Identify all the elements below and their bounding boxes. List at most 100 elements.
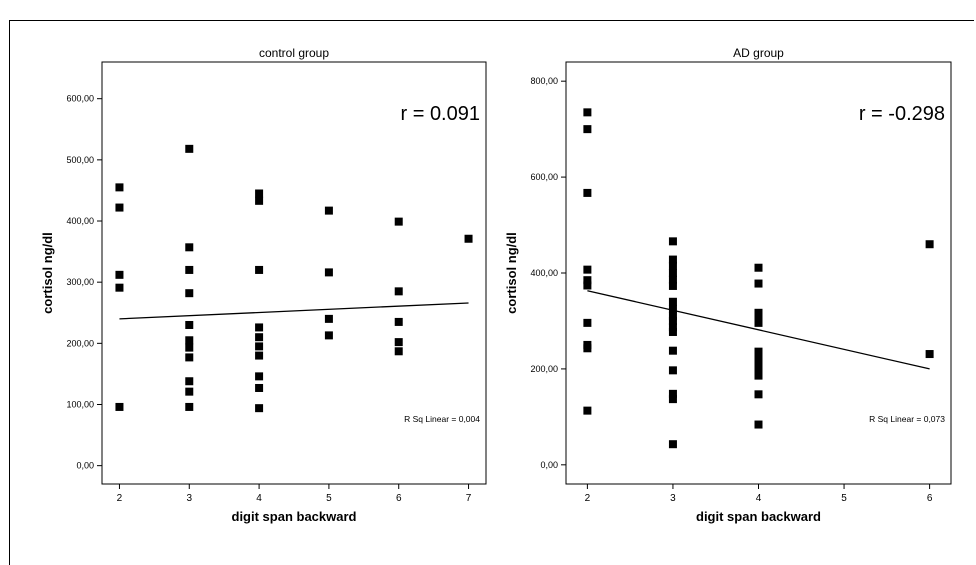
data-point (668, 255, 677, 264)
data-point (668, 316, 677, 325)
data-point (324, 331, 333, 340)
x-tick-label: 3 (670, 493, 676, 504)
chart-panel-1: control group 0,00 100,00 200,00 300,00 400,0… (40, 46, 487, 524)
data-point (754, 347, 763, 356)
data-point (754, 353, 763, 362)
data-point (324, 268, 333, 277)
data-point (115, 203, 124, 212)
data-point (185, 144, 194, 153)
data-point (583, 344, 592, 353)
data-point (324, 206, 333, 215)
data-point (754, 279, 763, 288)
data-point (754, 263, 763, 272)
y-tick-label: 200,00 (530, 364, 558, 374)
data-point (668, 275, 677, 284)
data-point (668, 312, 677, 321)
data-point (185, 353, 194, 362)
y-axis-label: cortisol ng/dl (40, 232, 55, 314)
data-point (185, 243, 194, 252)
x-tick-label: 7 (466, 493, 472, 504)
data-point (583, 265, 592, 274)
x-tick-label: 6 (927, 493, 933, 504)
data-point (583, 108, 592, 117)
data-point (185, 320, 194, 329)
data-point (754, 361, 763, 370)
data-point (583, 281, 592, 290)
data-point (754, 318, 763, 327)
x-tick-label: 6 (396, 493, 402, 504)
regression-line (587, 290, 930, 370)
data-point (185, 343, 194, 352)
data-point (925, 350, 934, 359)
data-point (668, 269, 677, 277)
x-tick-label: 5 (326, 493, 332, 504)
data-point (583, 318, 592, 327)
data-point (115, 183, 124, 192)
x-tick-label: 2 (585, 493, 591, 504)
y-tick-label: 400,00 (66, 216, 94, 226)
data-point (668, 389, 677, 398)
data-point (668, 366, 677, 375)
data-point (255, 323, 264, 332)
data-point (925, 240, 934, 249)
data-point (754, 420, 763, 429)
data-point (668, 281, 677, 290)
data-point (668, 327, 677, 336)
data-point (754, 390, 763, 399)
x-tick-label: 3 (186, 493, 192, 504)
correlation-annotation: r = -0.298 (859, 103, 945, 125)
rsq-label: R Sq Linear = 0,004 (404, 414, 480, 424)
data-point (115, 402, 124, 411)
x-axis-label: digit span backward (232, 509, 357, 524)
correlation-annotation: r = 0.091 (400, 103, 480, 125)
data-point (255, 342, 264, 351)
data-point (464, 234, 473, 243)
data-point (255, 404, 264, 413)
data-point (754, 371, 763, 380)
y-tick-label: 800,00 (530, 76, 558, 86)
data-point (583, 406, 592, 415)
data-point (115, 283, 124, 292)
data-point (668, 395, 677, 404)
y-tick-label: 100,00 (66, 399, 94, 409)
data-point (583, 276, 592, 285)
y-axis-label: cortisol ng/dl (504, 232, 519, 314)
y-tick-label: 500,00 (66, 155, 94, 165)
data-point (394, 317, 403, 326)
data-point (185, 387, 194, 396)
y-tick-label: 600,00 (530, 172, 558, 182)
rsq-label: R Sq Linear = 0,073 (869, 414, 945, 424)
data-point (324, 314, 333, 323)
data-point (255, 383, 264, 392)
data-point (668, 297, 677, 306)
data-point (185, 289, 194, 298)
plot-area (565, 61, 952, 485)
data-point (394, 347, 403, 356)
data-point (185, 265, 194, 274)
data-point (668, 304, 677, 313)
chart-title: AD group (733, 46, 784, 60)
data-point (668, 237, 677, 246)
data-point (255, 196, 264, 205)
y-tick-label: 300,00 (66, 277, 94, 287)
y-tick-label: 0,00 (540, 460, 558, 470)
data-point (668, 440, 677, 449)
data-point (754, 366, 763, 375)
data-point (394, 287, 403, 296)
data-point (583, 188, 592, 197)
data-point (394, 338, 403, 347)
y-tick-label: 400,00 (530, 268, 558, 278)
data-point (255, 189, 264, 198)
y-tick-label: 0,00 (76, 461, 94, 471)
data-point (185, 336, 194, 345)
regression-line (119, 302, 469, 320)
data-point (185, 377, 194, 386)
data-point (668, 323, 677, 332)
x-tick-label: 5 (841, 493, 847, 504)
x-tick-label: 2 (117, 493, 123, 504)
plot-area (101, 61, 487, 485)
x-tick-label: 4 (756, 493, 762, 504)
data-point (115, 270, 124, 279)
data-point (255, 372, 264, 381)
